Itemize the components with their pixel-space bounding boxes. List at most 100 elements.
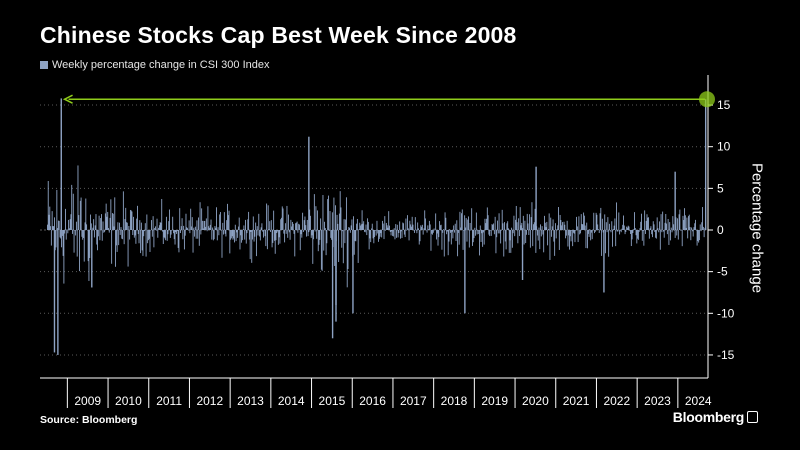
bar [633, 229, 635, 230]
bar [459, 211, 461, 230]
bar [101, 230, 103, 241]
bar [695, 219, 696, 230]
bar [652, 221, 654, 230]
bar [275, 230, 277, 241]
x-tick-label: 2019 [481, 394, 508, 408]
bar [100, 218, 102, 230]
bar [384, 216, 386, 230]
bar [138, 230, 140, 244]
bar [83, 230, 84, 239]
bar [481, 230, 483, 234]
bar [513, 215, 515, 230]
bar [105, 203, 107, 230]
bar [324, 228, 326, 230]
bar [665, 213, 667, 230]
bar [263, 230, 264, 238]
bar [553, 230, 555, 242]
bar [169, 209, 170, 230]
bar [257, 230, 259, 236]
bar [452, 230, 454, 239]
bar [690, 230, 692, 241]
bar [297, 230, 299, 233]
bar [351, 219, 353, 230]
bar [176, 230, 178, 234]
bar [511, 227, 513, 230]
bar [373, 230, 375, 244]
bar [125, 207, 127, 230]
bar [338, 230, 340, 263]
bar [272, 230, 274, 243]
bar [697, 230, 699, 242]
bar [106, 216, 108, 230]
bar [658, 230, 660, 233]
x-tick-label: 2014 [278, 394, 305, 408]
bar [148, 230, 150, 239]
bar [534, 208, 536, 230]
bar [288, 230, 290, 233]
bar [191, 226, 192, 230]
bar [514, 230, 516, 237]
bar [187, 230, 189, 231]
bar [604, 214, 606, 230]
bar [463, 230, 465, 231]
bar [353, 216, 354, 230]
bar [90, 223, 92, 230]
bar [216, 207, 217, 230]
axes: 15 10 5 0 -5 -10 -15 2009 2010 2011 2012 2013 2014 20… [40, 75, 735, 408]
bar [206, 230, 208, 232]
bar [54, 230, 56, 251]
bar [599, 213, 601, 230]
bar [358, 229, 360, 230]
bar [650, 226, 652, 230]
bar [631, 230, 633, 240]
bar [127, 230, 129, 267]
bar [571, 230, 573, 231]
bar [252, 230, 253, 240]
bar [284, 230, 286, 243]
bar [337, 223, 339, 230]
bar [669, 222, 671, 230]
bars-group [47, 98, 707, 355]
y-tick-label: 5 [717, 181, 724, 195]
bar [605, 230, 606, 254]
bar-notable [352, 230, 354, 314]
bar [574, 230, 576, 243]
bar [457, 230, 459, 257]
bar [618, 212, 620, 230]
bar [268, 229, 270, 230]
bar [652, 230, 653, 238]
bar [58, 220, 60, 230]
bar [158, 225, 160, 230]
bar [301, 230, 303, 238]
bar [533, 222, 535, 230]
bar [192, 230, 194, 253]
bar [458, 230, 460, 245]
bar [129, 209, 131, 230]
bar [396, 224, 398, 230]
bar [372, 230, 374, 239]
bar [102, 221, 104, 230]
bar [520, 225, 522, 230]
bar [232, 230, 234, 240]
bar [96, 230, 98, 245]
bar [133, 216, 134, 230]
bar [48, 214, 50, 230]
bar [318, 230, 320, 245]
bar [510, 230, 512, 253]
bar [615, 230, 617, 247]
bar [608, 223, 610, 230]
bar [343, 219, 345, 230]
bar [419, 230, 421, 242]
bar [361, 210, 363, 230]
bar [627, 225, 629, 230]
bar [328, 230, 330, 231]
bar [83, 230, 85, 262]
bar [239, 230, 241, 250]
bar [681, 230, 683, 247]
bar [348, 227, 350, 230]
bar [698, 230, 700, 243]
bar [476, 230, 478, 235]
bar [659, 230, 661, 250]
bar [261, 223, 263, 230]
bar [569, 230, 570, 250]
